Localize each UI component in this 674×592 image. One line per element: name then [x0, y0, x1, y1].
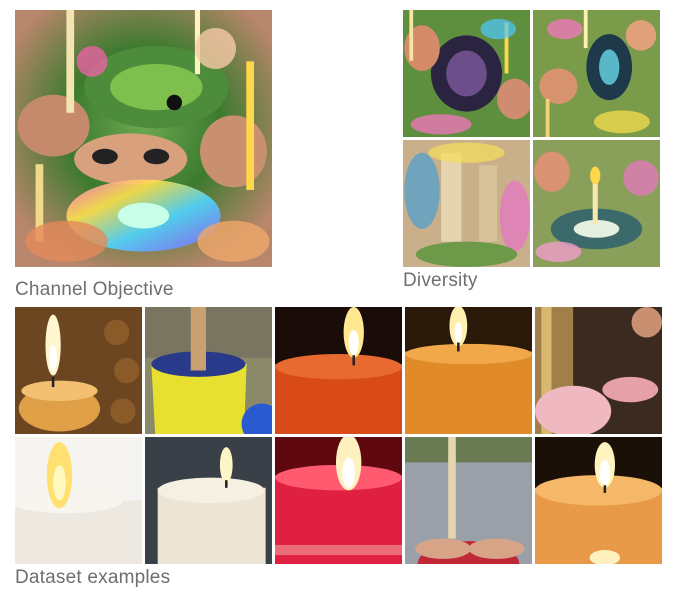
dataset-image-1 [15, 307, 142, 434]
dataset-image-3 [275, 307, 402, 434]
diversity-image-4 [533, 140, 660, 267]
dataset-image-6 [15, 437, 142, 564]
dataset-image-8 [275, 437, 402, 564]
dataset-examples-grid [15, 307, 662, 564]
channel-objective-image [15, 10, 272, 267]
diversity-grid [403, 10, 660, 267]
dataset-image-10 [535, 437, 662, 564]
diversity-image-3 [403, 140, 530, 267]
diversity-image-1 [403, 10, 530, 137]
diversity-label: Diversity [403, 270, 478, 291]
dataset-image-4 [405, 307, 532, 434]
dataset-image-5 [535, 307, 662, 434]
dataset-examples-label: Dataset examples [15, 567, 171, 588]
dataset-image-2 [145, 307, 272, 434]
dataset-image-9 [405, 437, 532, 564]
dataset-image-7 [145, 437, 272, 564]
channel-objective-label: Channel Objective [15, 279, 174, 300]
diversity-image-2 [533, 10, 660, 137]
